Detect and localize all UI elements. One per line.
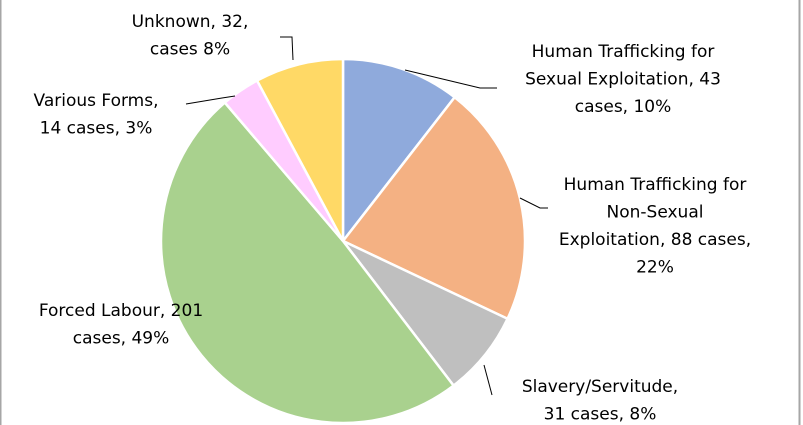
data-label: cases, 10%: [575, 97, 672, 117]
data-label: Unknown, 32,: [132, 12, 249, 32]
pie-slice: [341, 57, 457, 245]
data-label: Forced Labour, 201: [39, 301, 203, 321]
data-label: Human Trafficking for: [532, 42, 715, 62]
data-label: Various Forms,: [34, 91, 159, 111]
data-label: cases, 49%: [73, 329, 170, 349]
data-label: Slavery/Servitude,: [522, 377, 678, 397]
data-label: 31 cases, 8%: [544, 405, 657, 425]
leader-line: [404, 69, 497, 89]
data-label: cases 8%: [150, 40, 230, 60]
slices: [159, 57, 527, 425]
pie-slice: [341, 95, 527, 321]
data-label: Sexual Exploitation, 43: [525, 70, 721, 90]
pie-slice: [255, 57, 345, 242]
data-label: Human Trafficking for: [564, 175, 747, 195]
data-label: 14 cases, 3%: [40, 119, 153, 139]
data-label: 22%: [636, 258, 674, 278]
pie-slice: [159, 100, 456, 425]
data-label: Exploitation, 88 cases,: [559, 230, 751, 250]
leader-line: [280, 36, 294, 61]
leader-line: [483, 364, 493, 396]
leader-line: [519, 197, 548, 209]
leader-line: [185, 95, 236, 105]
data-label: Non-Sexual: [607, 203, 704, 223]
